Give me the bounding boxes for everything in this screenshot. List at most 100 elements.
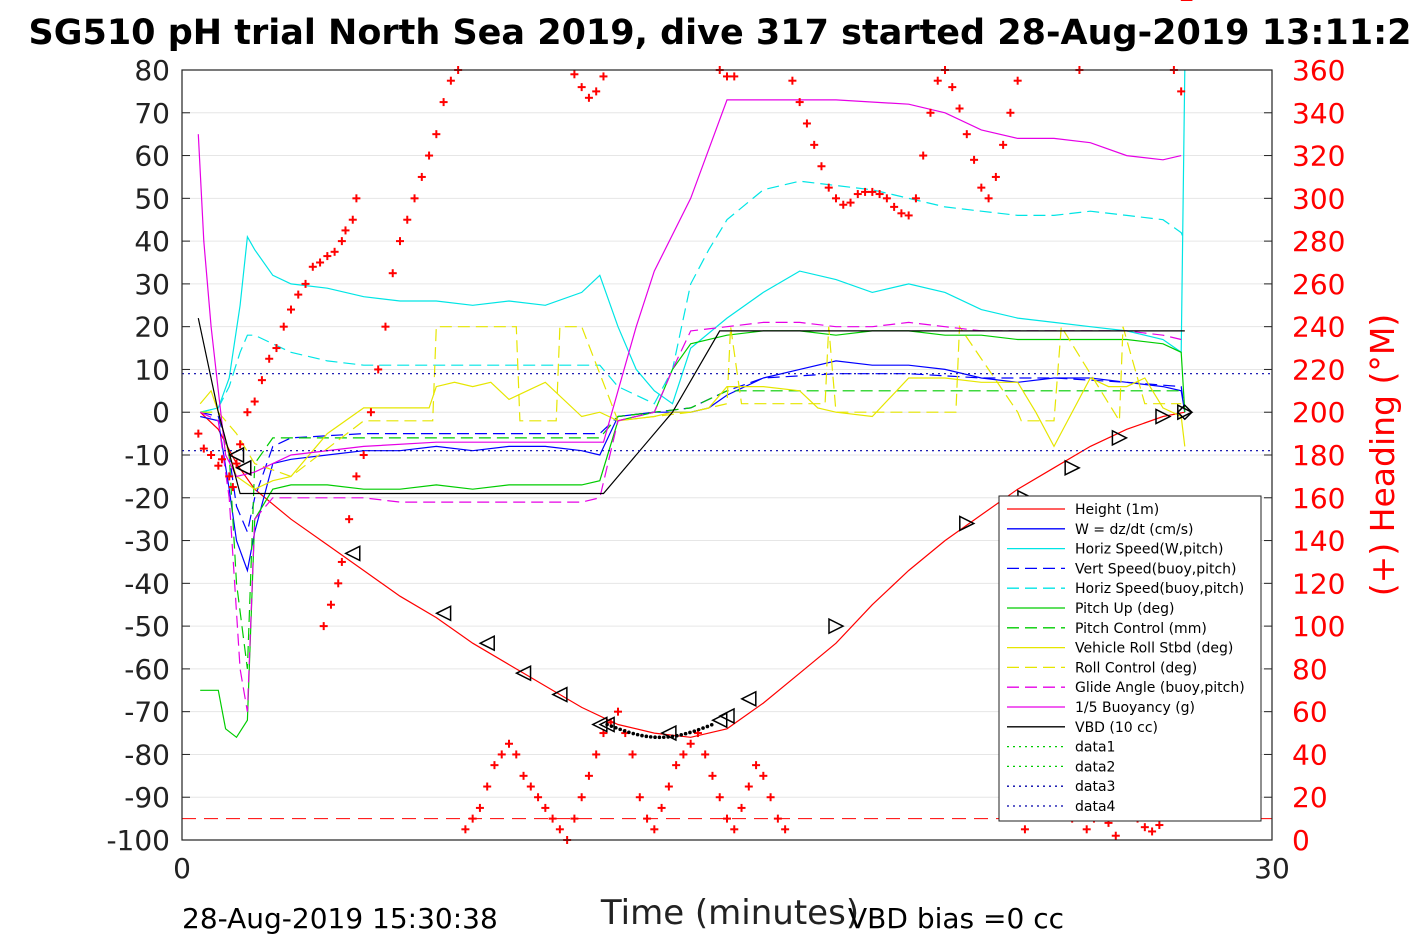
heading-point: [461, 825, 470, 834]
triangle-marker: [344, 545, 361, 562]
depth-dot: [627, 730, 631, 735]
surface-diamond-marker: [1176, 404, 1193, 421]
y-tick-label: -10: [124, 439, 170, 472]
triangle-marker: [1064, 459, 1081, 477]
heading-point: [512, 750, 521, 759]
triangle-marker: [227, 446, 245, 464]
heading-point: [1111, 831, 1120, 840]
series-line-11: [197, 317, 1185, 495]
heading-point: [882, 194, 891, 203]
y-right-tick-labels: 3603403203002802602402202001801601401201…: [1264, 54, 1345, 857]
y-right-tick-label: 160: [1292, 482, 1345, 515]
heading-point: [795, 98, 804, 107]
heading-point: [555, 825, 564, 834]
heading-point: [628, 750, 637, 759]
heading-point: [308, 262, 317, 271]
depth-dot: [683, 731, 688, 736]
heading-point: [744, 782, 753, 791]
heading-point: [584, 93, 593, 102]
heading-point: [708, 771, 717, 780]
y-tick-label: -20: [124, 482, 170, 515]
legend-label: VBD (10 cc): [1075, 720, 1158, 736]
heading-point: [396, 237, 404, 246]
heading-point: [265, 354, 274, 363]
heading-point: [911, 194, 920, 203]
heading-point: [294, 290, 303, 299]
legend-label: Height (1m): [1075, 502, 1159, 518]
series-line-2: [200, 69, 1186, 413]
y-right-tick-label: 140: [1292, 525, 1345, 558]
depth-dot: [653, 735, 657, 740]
heading-point: [679, 750, 688, 759]
heading-point: [374, 365, 383, 374]
heading-point: [359, 451, 368, 459]
legend-label: Pitch Up (deg): [1075, 601, 1174, 617]
y-tick-label: -80: [124, 738, 170, 771]
heading-point: [366, 408, 375, 417]
legend-box: [998, 495, 1262, 822]
heading-point: [468, 814, 477, 823]
heading-point: [417, 172, 426, 181]
y-tick-label: -50: [124, 610, 170, 643]
heading-point: [970, 155, 979, 164]
chart-title: SG510 pH trial North Sea 2019, dive 317 …: [29, 13, 1412, 53]
heading-point: [1155, 821, 1164, 830]
triangle-marker: [718, 707, 735, 725]
heading-point: [868, 187, 877, 196]
legend-label: W = dz/dt (cm/s): [1075, 522, 1194, 538]
heading-point: [439, 98, 448, 107]
heading-point: [1148, 827, 1157, 836]
legend-label: data1: [1075, 740, 1115, 756]
y-right-tick-label: 180: [1292, 439, 1345, 472]
heading-point: [410, 194, 419, 203]
heading-point: [497, 750, 506, 759]
heading-point: [257, 376, 266, 385]
heading-point: [701, 750, 710, 759]
heading-point: [984, 194, 993, 203]
heading-point: [635, 793, 644, 802]
heading-point: [330, 247, 339, 256]
y-right-axis-label: (+) Heading (°M): [1363, 314, 1402, 596]
y-right-tick-label: 20: [1292, 781, 1328, 814]
depth-dot: [640, 733, 644, 738]
heading-point: [345, 515, 354, 524]
y-tick-label: -90: [124, 781, 170, 814]
heading-point: [272, 344, 281, 353]
heading-point: [730, 72, 739, 81]
y-tick-label: 80: [134, 54, 170, 87]
heading-point: [890, 202, 899, 211]
footer-vbd-bias: VBD bias =0 cc: [848, 902, 1064, 935]
depth-dot: [648, 735, 653, 739]
heading-point: [236, 440, 245, 449]
heading-point: [194, 429, 203, 438]
heading-point: [977, 183, 986, 192]
triangle-marker: [514, 664, 532, 682]
y-tick-label: -40: [124, 567, 170, 600]
legend-label: Vehicle Roll Stbd (deg): [1075, 641, 1233, 657]
heading-point: [853, 190, 862, 199]
legend-label: 1/5 Buoyancy (g): [1075, 700, 1195, 716]
y-right-tick-label: 280: [1292, 225, 1345, 258]
y-right-tick-label: 100: [1292, 610, 1345, 643]
heading-point: [1082, 825, 1091, 834]
depth-dot: [701, 726, 705, 730]
y-tick-label: 40: [134, 225, 170, 258]
heading-point: [592, 750, 601, 759]
triangle-marker: [598, 716, 615, 733]
heading-point: [577, 793, 586, 802]
heading-point: [319, 622, 328, 631]
heading-point: [519, 771, 528, 780]
heading-point: [788, 76, 797, 85]
depth-dot: [675, 733, 679, 738]
heading-point: [541, 803, 550, 812]
triangle-marker: [740, 690, 757, 708]
heading-point: [686, 739, 695, 748]
heading-point: [316, 258, 325, 267]
y-tick-label: -100: [106, 824, 170, 857]
heading-point: [425, 151, 434, 160]
depth-dot: [635, 732, 640, 737]
depth-dot: [670, 734, 675, 739]
triangle-marker: [235, 459, 252, 477]
x-axis-label: Time (minutes): [600, 893, 859, 933]
heading-point: [570, 70, 579, 79]
